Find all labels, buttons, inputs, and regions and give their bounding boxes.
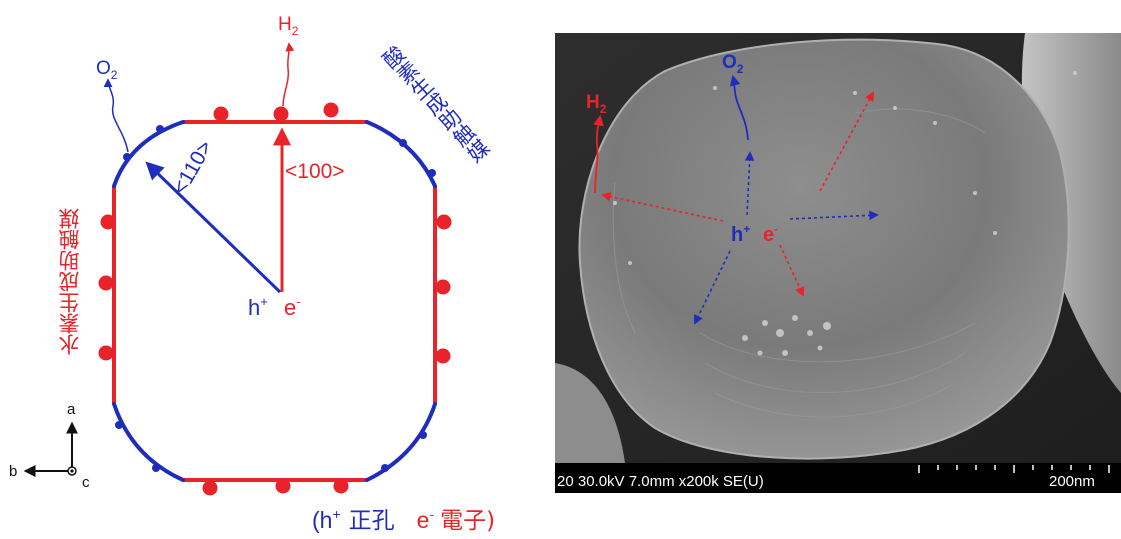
sem-electron-label: e- xyxy=(763,222,778,246)
axis-b-label: b xyxy=(9,463,17,480)
crystal-axes: a b c xyxy=(9,401,90,491)
blue-facets xyxy=(112,120,437,482)
direction-110-label: <110> xyxy=(168,137,217,199)
axis-a-label: a xyxy=(67,401,76,418)
scale-bar-ticks xyxy=(918,465,1110,473)
main-grain xyxy=(578,38,1070,460)
arrow-110 xyxy=(145,161,282,294)
o2-evolution-arrow xyxy=(103,78,129,153)
o2-label: O2 xyxy=(96,58,118,82)
sem-info-bar xyxy=(555,463,1121,493)
sem-micrograph: O2 H2 h+ e- 20 30.0kV 7.0mm x200k SE(U) … xyxy=(555,33,1121,493)
axis-c-label: c xyxy=(82,474,90,491)
sem-h2-arrow xyxy=(593,114,604,194)
legend: (h+ 正孔 e- 電子) xyxy=(312,506,495,534)
sem-o2-arrow xyxy=(729,74,749,141)
h2-label: H2 xyxy=(278,14,299,38)
sem-h2-label: H2 xyxy=(586,92,607,116)
sem-info-text: 20 30.0kV 7.0mm x200k SE(U) xyxy=(557,473,764,490)
h2-evolution-arrow xyxy=(282,42,295,107)
hydrogen-cocatalyst-label: 水素生成助触媒 xyxy=(58,208,82,355)
oxygen-cocatalyst-particles xyxy=(115,125,436,472)
hydrogen-cocatalyst-particles xyxy=(98,102,452,496)
hole-label: h+ xyxy=(248,294,268,320)
sem-o2-label: O2 xyxy=(722,52,744,76)
scale-bar-label: 200nm xyxy=(1049,473,1095,490)
direction-100-label: <100> xyxy=(285,160,345,183)
hole-migration-arrows xyxy=(694,151,879,325)
electron-label: e- xyxy=(284,294,301,320)
crystal-facet-diagram: O2 H2 <110> <100> h+ e- a b c (h+ 正孔 e- 電子) xyxy=(9,14,495,534)
sem-hole-label: h+ xyxy=(731,222,750,246)
electron-migration-arrows xyxy=(601,91,874,297)
